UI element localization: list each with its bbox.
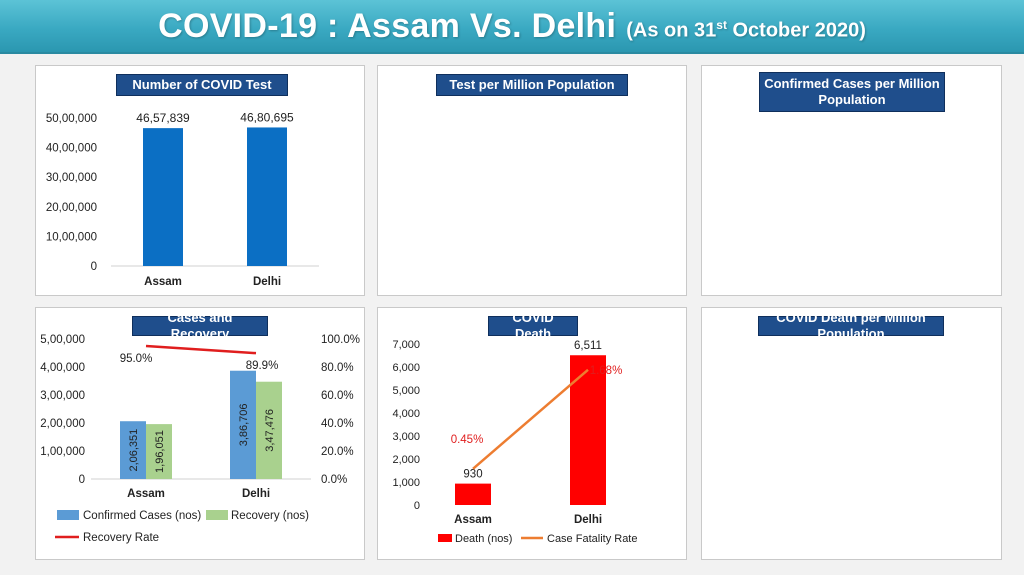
subtitle-sup: st (716, 17, 727, 32)
legend-label: Death (nos) (455, 533, 512, 545)
line-case-fatality-rate (472, 368, 589, 470)
line-data-label: 1.68% (590, 365, 623, 377)
chart-title: COVID Death (488, 310, 578, 341)
y-tick-label: 1,00,000 (40, 446, 85, 458)
x-tick-label: Delhi (574, 514, 602, 526)
data-label: 46,57,839 (136, 111, 190, 125)
chart-title: Number of COVID Test (116, 74, 288, 96)
legend-swatch-confirmed (57, 510, 79, 520)
y-tick-label: 2,00,000 (40, 418, 85, 430)
bar-delhi-series-1 (256, 381, 282, 479)
y-tick-label: 4,00,000 (40, 362, 85, 374)
chart-panel-covid-death: 01,0002,0003,0004,0005,0006,0007,0000.00… (377, 307, 687, 560)
bar-delhi (570, 355, 606, 505)
x-tick-label: Assam (127, 488, 165, 500)
data-label: 1,96,051 (154, 430, 166, 473)
y-tick-label: 50,00,000 (46, 113, 97, 125)
subtitle-text: (As on 31 (626, 19, 717, 42)
line-data-label: 89.9% (246, 360, 279, 372)
legend-swatch-recovery (206, 510, 228, 520)
line-recovery-rate (145, 344, 257, 355)
chart-panel-death-per-million: 05010015020025030035027Assam329Delhi COV… (701, 307, 1002, 560)
y-tick-label: 6,000 (392, 362, 420, 374)
chart-title: Confirmed Cases per Million Population (759, 72, 945, 112)
line-data-label: 0.45% (451, 434, 484, 446)
legend-swatch-death (438, 534, 452, 542)
data-label: 46,80,695 (240, 110, 294, 124)
data-label: 930 (463, 469, 482, 481)
chart-svg-covid-tests: 0 10,00,000 20,00,000 30,00,000 40,00,000 50,… (46, 110, 319, 288)
y-tick-label: 7,000 (392, 339, 420, 351)
y-tick-label: 2,000 (392, 454, 420, 466)
y-tick-label: 0 (79, 474, 85, 486)
legend-label: Recovery (nos) (231, 510, 309, 522)
header-banner: COVID-19 : Assam Vs. Delhi (As on 31st O… (0, 0, 1024, 54)
subtitle-text-end: October 2020) (726, 19, 866, 42)
chart-panel-cases-recovery: 0 1,00,000 2,00,000 3,00,000 4,00,000 5,00,00… (35, 307, 365, 560)
y-tick-label: 20,00,000 (46, 202, 97, 214)
y-tick-label: 5,000 (392, 385, 420, 397)
bar-assam-series-1 (146, 424, 172, 479)
chart-svg-cases-recovery: 0 1,00,000 2,00,000 3,00,000 4,00,000 5,00,00… (40, 334, 360, 544)
data-label: 6,511 (574, 340, 602, 352)
bar-assam (455, 483, 491, 505)
y-tick-label: 30,00,000 (46, 172, 97, 184)
legend-label: Case Fatality Rate (547, 533, 637, 545)
bar-assam-series-0 (120, 421, 146, 479)
bar-assam (143, 128, 183, 266)
y-tick-label: 0 (414, 500, 420, 512)
y2-tick-label: 80.0% (321, 362, 354, 374)
y-tick-label: 0 (91, 261, 97, 273)
page-title: COVID-19 : Assam Vs. Delhi (158, 6, 617, 45)
data-label: 2,06,351 (128, 429, 140, 472)
chart-panel-tests-per-million: 050,0001,00,0001,50,0002,00,0002,50,0001… (377, 65, 687, 296)
y2-tick-label: 40.0% (321, 418, 354, 430)
y2-tick-label: 0.0% (321, 474, 347, 486)
y-tick-label: 4,000 (392, 408, 420, 420)
chart-panel-covid-tests: 0 10,00,000 20,00,000 30,00,000 40,00,000 50,… (35, 65, 365, 296)
y2-tick-label: 60.0% (321, 390, 354, 402)
data-label: 3,86,706 (238, 403, 250, 446)
chart-svg-covid-death: 01,0002,0003,0004,0005,0006,0007,0000.00… (392, 339, 637, 545)
y-tick-label: 3,000 (392, 431, 420, 443)
x-tick-label: Delhi (253, 276, 281, 288)
bar-delhi-series-0 (230, 370, 256, 479)
page-subtitle: (As on 31st October 2020) (626, 18, 866, 43)
chart-title: Cases and Recovery (132, 310, 268, 341)
chart-title: COVID Death per Million Population (758, 310, 944, 341)
legend-label: Confirmed Cases (nos) (83, 510, 201, 522)
legend-label: Recovery Rate (83, 532, 159, 544)
y-tick-label: 10,00,000 (46, 231, 97, 243)
chart-panel-cases-per-million: 05,00010,00015,00020,00025,0006,017Assam… (701, 65, 1002, 296)
y-tick-label: 3,00,000 (40, 390, 85, 402)
y-tick-label: 40,00,000 (46, 143, 97, 155)
chart-svg-tests-per-million: 050,0001,00,0001,50,0002,00,0002,50,0001… (378, 66, 686, 295)
x-tick-label: Assam (454, 514, 492, 526)
bar-delhi (247, 127, 287, 266)
chart-svg-death-per-million: 05010015020025030035027Assam329Delhi (702, 308, 1001, 559)
chart-title: Test per Million Population (436, 74, 628, 96)
y-tick-label: 1,000 (392, 477, 420, 489)
y-tick-label: 5,00,000 (40, 334, 85, 346)
y2-tick-label: 20.0% (321, 446, 354, 458)
data-label: 3,47,476 (264, 409, 276, 452)
x-tick-label: Assam (144, 276, 182, 288)
line-data-label: 95.0% (120, 353, 153, 365)
y2-tick-label: 100.0% (321, 334, 360, 346)
x-tick-label: Delhi (242, 488, 270, 500)
